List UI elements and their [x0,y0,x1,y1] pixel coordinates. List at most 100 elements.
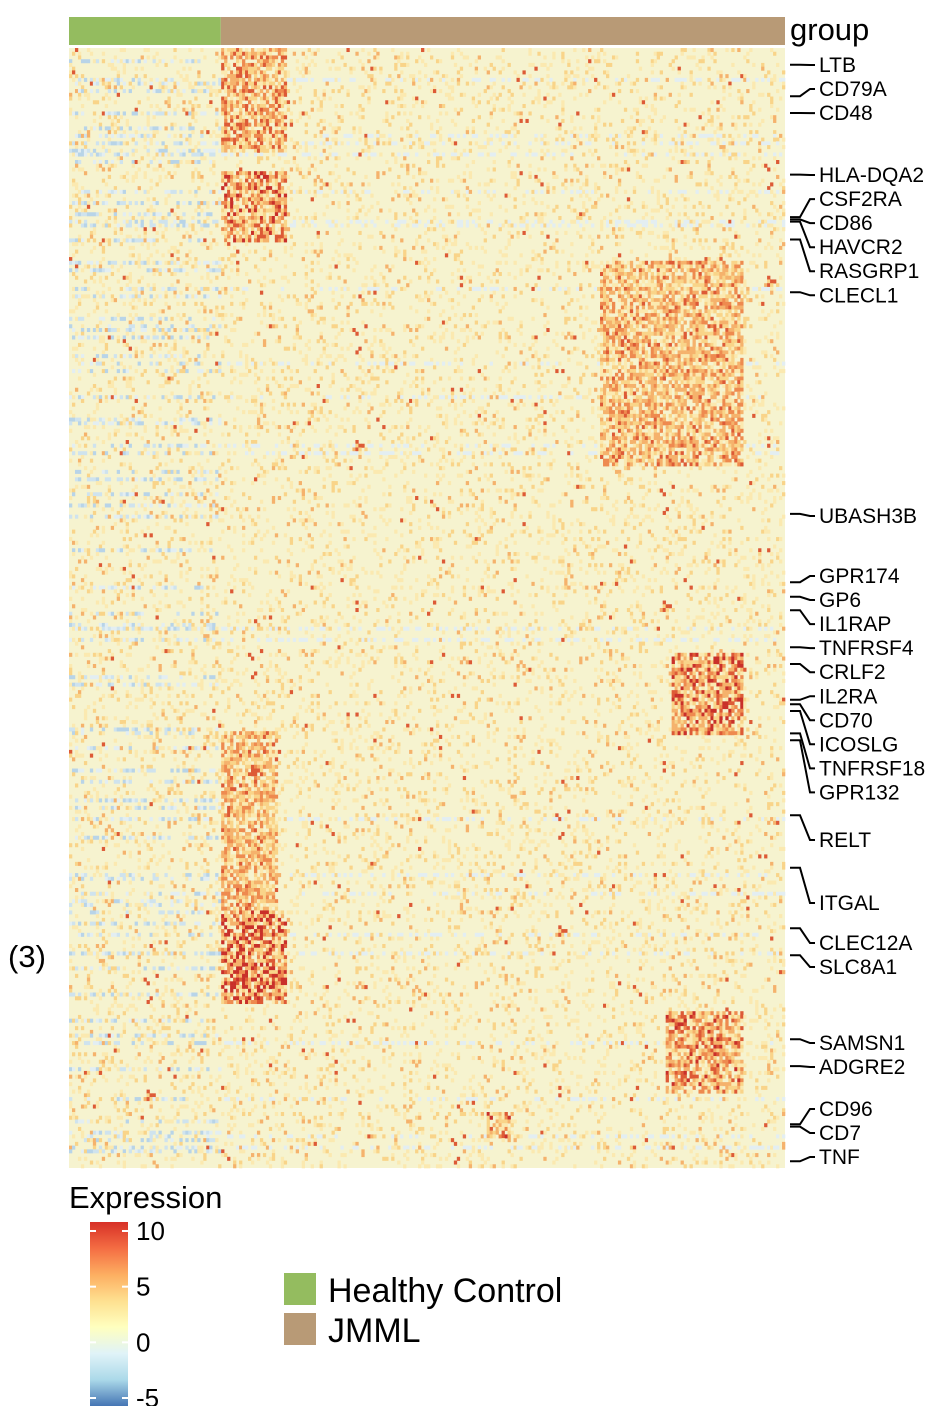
heatmap-cell [206,204,210,209]
heatmap-cell [716,193,720,198]
heatmap-cell [155,77,159,82]
heatmap-cell [74,133,79,138]
heatmap-cell [728,275,732,280]
heatmap-cell [671,66,675,71]
heatmap-cell [152,286,156,291]
heatmap-cell [540,156,544,161]
heatmap-cell [256,104,261,109]
heatmap-cell [650,272,655,277]
heatmap-cell [233,320,237,325]
heatmap-cell [355,141,359,146]
heatmap-cell [662,96,666,101]
heatmap-cell [119,141,123,146]
heatmap-cell [113,85,118,90]
heatmap-cell [343,286,347,291]
heatmap-cell [737,234,741,239]
heatmap-cell [310,77,314,82]
heatmap-cell [570,130,574,135]
heatmap-cell [391,182,395,187]
heatmap-cell [98,77,103,82]
heatmap-cell [570,253,574,258]
heatmap-cell [561,107,565,112]
heatmap-cell [74,186,79,191]
heatmap-cell [95,100,100,105]
heatmap-cell [477,152,481,157]
heatmap-cell [623,290,628,295]
heatmap-cell [77,197,82,202]
heatmap-cell [101,223,106,228]
heatmap-cell [340,104,344,109]
heatmap-cell [635,148,640,153]
heatmap-cell [250,201,255,206]
heatmap-cell [233,100,237,105]
heatmap-cell [722,141,726,146]
heatmap-cell [516,130,520,135]
heatmap-cell [486,167,490,172]
heatmap-cell [134,189,138,194]
heatmap-cell [707,309,711,314]
heatmap-cell [367,189,371,194]
heatmap-cell [253,193,258,198]
heatmap-cell [248,171,252,176]
heatmap-cell [161,234,165,239]
heatmap-cell [230,70,234,75]
heatmap-cell [191,171,195,176]
heatmap-cell [641,201,646,206]
heatmap-cell [89,126,94,131]
heatmap-cell [319,141,323,146]
heatmap-cell [280,201,285,206]
heatmap-cell [656,272,660,277]
heatmap-cell [167,89,171,94]
heatmap-cell [692,275,696,280]
heatmap-cell [134,294,138,299]
heatmap-cell [543,141,547,146]
heatmap-body [69,48,786,1169]
heatmap-cell [113,219,118,224]
heatmap-cell [146,96,150,101]
heatmap-cell [611,301,616,306]
heatmap-cell [776,89,780,94]
heatmap-cell [629,223,634,228]
heatmap-cell [253,122,258,127]
heatmap-cell [271,92,276,97]
heatmap-cell [534,178,538,183]
heatmap-cell [259,77,264,82]
heatmap-cell [382,301,386,306]
heatmap-cell [728,316,732,321]
heatmap-cell [262,77,267,82]
heatmap-cell [77,96,82,101]
heatmap-cell [376,141,380,146]
heatmap-cell [349,182,353,187]
heatmap-cell [191,107,195,112]
heatmap-cell [230,48,234,53]
heatmap-cell [140,223,144,228]
heatmap-cell [331,298,335,303]
heatmap-cell [146,238,150,243]
heatmap-cell [259,152,264,157]
heatmap-cell [271,59,276,64]
heatmap-cell [579,186,583,191]
heatmap-cell [537,51,541,56]
heatmap-cell [701,59,705,64]
heatmap-cell [283,219,288,224]
heatmap-cell [340,320,344,325]
heatmap-cell [334,137,338,142]
heatmap-cell [224,59,228,64]
heatmap-cell [256,268,261,273]
heatmap-cell [698,275,702,280]
heatmap-cell [677,309,681,314]
group-annotation-bar [69,17,786,45]
heatmap-cell [561,148,565,153]
heatmap-cell [737,260,741,265]
heatmap-cell [462,148,467,153]
heatmap-cell [611,268,616,273]
heatmap-cell [707,85,711,90]
heatmap-cell [224,118,228,123]
heatmap-cell [525,118,529,123]
heatmap-cell [245,171,249,176]
heatmap-cell [728,253,732,258]
heatmap-cell [397,74,401,79]
heatmap-cell [671,301,675,306]
heatmap-cell [349,111,353,116]
heatmap-cell [483,286,487,291]
